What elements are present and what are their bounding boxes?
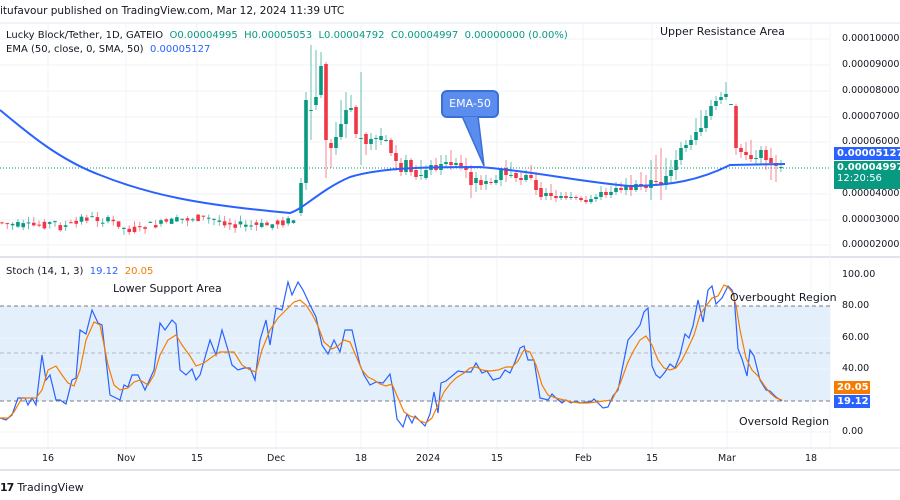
stoch-tick: 80.00	[842, 300, 870, 311]
oversold-label: Oversold Region	[739, 415, 830, 428]
price-tick: 0.00010000	[842, 33, 900, 44]
time-tick: 18	[355, 453, 368, 464]
ema-50-callout: EMA-50	[441, 90, 499, 118]
stoch-tick: 40.00	[842, 363, 870, 374]
stoch-tick: 60.00	[842, 332, 870, 343]
stoch-label: Stoch (14, 1, 3)	[6, 266, 84, 277]
stoch-legend[interactable]: Stoch (14, 1, 3) 19.12 20.05	[6, 266, 153, 277]
published-text: itufavour published on TradingView.com, …	[0, 5, 345, 17]
stoch-tick: 0.00	[842, 426, 864, 437]
callout-pointer	[461, 116, 485, 167]
lower-support-label: Lower Support Area	[113, 282, 222, 295]
price-tick: 0.00002000	[842, 239, 900, 250]
brand-name: TradingView	[17, 480, 84, 494]
stoch-band-lines	[0, 305, 830, 402]
overbought-label: Overbought Region	[730, 291, 837, 304]
price-tick: 0.00007000	[842, 111, 900, 122]
symbol-name: Lucky Block/Tether, 1D, GATEIO	[6, 30, 164, 41]
price-tick: 0.00006000	[842, 136, 900, 147]
time-tick: 15	[646, 453, 659, 464]
stoch-d-line	[0, 284, 783, 424]
ema-label: EMA (50, close, 0, SMA, 50)	[6, 44, 144, 55]
countdown-timer: 12:20:56	[837, 173, 882, 184]
tradingview-logo-icon: 17	[0, 480, 14, 494]
time-tick: 15	[191, 453, 204, 464]
last-price-value: 0.00004997	[837, 162, 900, 173]
time-tick: Dec	[267, 453, 286, 464]
ema-50-line	[0, 109, 786, 215]
stoch-d-badge: 20.05	[834, 381, 870, 394]
time-tick: 18	[805, 453, 818, 464]
price-tick: 0.00008000	[842, 85, 900, 96]
time-tick: 15	[491, 453, 504, 464]
last-price-badge: 0.00004997 12:20:56	[834, 161, 900, 189]
ohlc-close: C0.00004997	[390, 30, 459, 41]
ohlc-low: L0.00004792	[318, 30, 385, 41]
ohlc-open: O0.00004995	[169, 30, 238, 41]
upper-resistance-label: Upper Resistance Area	[660, 25, 785, 38]
price-tick: 0.00003000	[842, 214, 900, 225]
time-tick: Feb	[575, 453, 592, 464]
footer-branding[interactable]: 17 TradingView	[0, 476, 84, 498]
price-tick: 0.00004000	[842, 188, 900, 199]
stoch-k-value: 19.12	[89, 266, 119, 277]
symbol-legend[interactable]: Lucky Block/Tether, 1D, GATEIO O0.000049…	[6, 30, 568, 41]
stoch-k-badge: 19.12	[834, 395, 870, 408]
ema-legend[interactable]: EMA (50, close, 0, SMA, 50) 0.00005127	[6, 44, 210, 55]
stoch-k-line	[0, 279, 783, 429]
time-tick: 2024	[416, 453, 441, 464]
ema-price-badge: 0.00005127	[834, 147, 900, 160]
time-tick: Mar	[718, 453, 736, 464]
ema-value: 0.00005127	[149, 44, 211, 55]
price-tick: 0.00009000	[842, 59, 900, 70]
callout-text: EMA-50	[449, 97, 491, 110]
time-tick: 16	[42, 453, 55, 464]
ohlc-high: H0.00005053	[244, 30, 313, 41]
stoch-d-value: 20.05	[124, 266, 154, 277]
candlestick-series	[0, 45, 783, 235]
time-tick: Nov	[117, 453, 136, 464]
stoch-tick: 100.00	[842, 269, 876, 280]
ohlc-change: 0.00000000 (0.00%)	[464, 30, 568, 41]
publisher-header: itufavour published on TradingView.com, …	[0, 0, 900, 24]
